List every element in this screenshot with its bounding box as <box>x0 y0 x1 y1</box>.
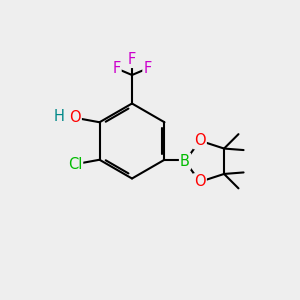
Text: H: H <box>54 109 65 124</box>
Text: F: F <box>128 52 136 67</box>
Text: O: O <box>194 174 206 189</box>
Text: B: B <box>180 154 190 169</box>
Text: F: F <box>143 61 152 76</box>
Text: F: F <box>112 61 121 76</box>
Text: O: O <box>69 110 81 125</box>
Text: Cl: Cl <box>68 157 82 172</box>
Text: O: O <box>194 133 206 148</box>
